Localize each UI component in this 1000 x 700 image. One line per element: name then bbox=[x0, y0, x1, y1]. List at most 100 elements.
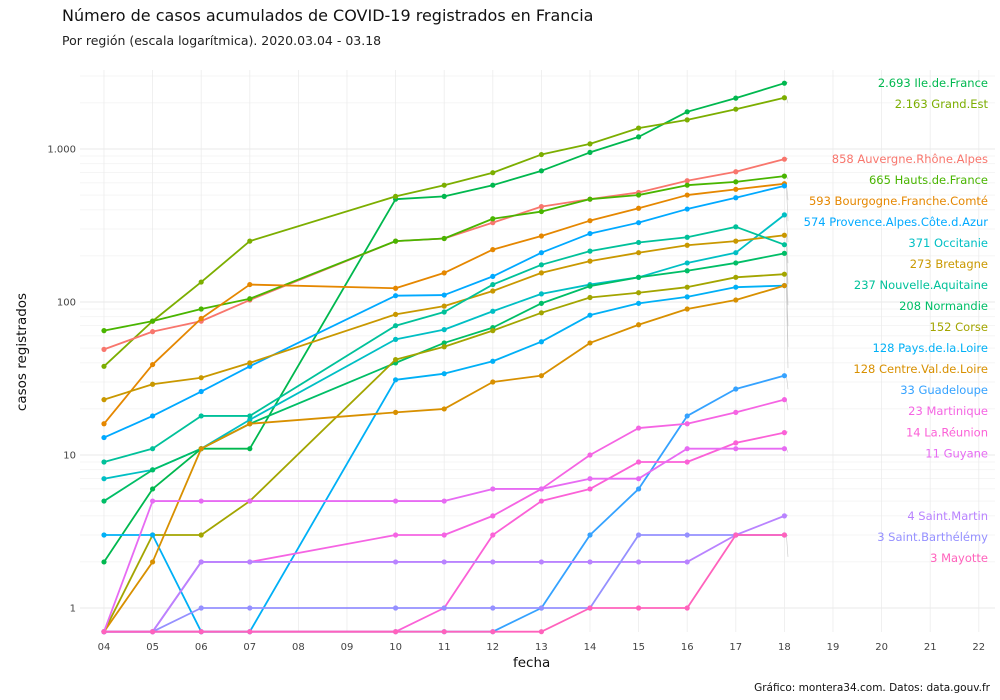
data-point bbox=[393, 357, 399, 363]
data-point bbox=[538, 486, 545, 492]
data-point bbox=[393, 293, 399, 299]
data-point bbox=[393, 559, 399, 565]
data-point bbox=[733, 186, 739, 192]
data-point bbox=[781, 232, 788, 238]
data-point bbox=[198, 498, 204, 504]
data-point bbox=[101, 559, 107, 565]
data-point bbox=[490, 629, 496, 635]
series-end-label: 3 Saint.Barthélémy bbox=[877, 530, 988, 544]
data-point bbox=[247, 498, 253, 504]
data-point bbox=[393, 323, 399, 329]
data-point bbox=[587, 218, 593, 224]
data-point bbox=[441, 327, 447, 333]
data-point bbox=[150, 361, 156, 368]
data-point bbox=[684, 117, 690, 123]
x-tick-label: 15 bbox=[632, 642, 645, 653]
data-point bbox=[538, 168, 545, 174]
label-leaders bbox=[786, 81, 789, 557]
series-end-label: 33 Guadeloupe bbox=[900, 383, 988, 397]
label-leader bbox=[786, 534, 789, 557]
data-point bbox=[733, 284, 739, 290]
data-point bbox=[490, 170, 496, 176]
data-point bbox=[684, 413, 690, 419]
data-point bbox=[490, 182, 496, 188]
data-point bbox=[490, 216, 496, 222]
data-point bbox=[247, 446, 253, 452]
data-point bbox=[733, 238, 739, 244]
data-point bbox=[733, 95, 739, 101]
data-point bbox=[198, 629, 204, 635]
series-end-label: 128 Centre.Val.de.Loire bbox=[853, 362, 988, 376]
data-point bbox=[150, 413, 156, 419]
data-point bbox=[198, 279, 204, 285]
data-point bbox=[636, 605, 642, 611]
series-end-label: 237 Nouvelle.Aquitaine bbox=[854, 278, 988, 292]
data-point bbox=[441, 340, 447, 346]
data-point bbox=[684, 532, 690, 538]
data-point bbox=[636, 205, 642, 211]
x-tick-label: 12 bbox=[486, 642, 499, 653]
data-point bbox=[781, 250, 788, 256]
data-point bbox=[538, 339, 545, 345]
axis-ticks: 1 10 100 1.000 04 05 06 07 08 09 10 11 12 13 14 15 16 17 1… bbox=[47, 145, 985, 654]
data-point bbox=[101, 397, 107, 403]
x-tick-label: 11 bbox=[438, 642, 451, 653]
data-point bbox=[684, 260, 690, 266]
data-point bbox=[636, 532, 642, 538]
x-tick-label: 06 bbox=[195, 642, 208, 653]
data-point bbox=[490, 379, 496, 385]
data-point bbox=[247, 360, 253, 366]
data-point bbox=[587, 559, 593, 565]
x-tick-label: 22 bbox=[972, 642, 985, 653]
data-point bbox=[684, 178, 690, 184]
x-tick-label: 07 bbox=[243, 642, 256, 653]
data-point bbox=[538, 204, 545, 210]
data-point bbox=[101, 363, 107, 369]
data-point bbox=[490, 273, 496, 280]
data-point bbox=[781, 282, 788, 289]
x-tick-label: 19 bbox=[827, 642, 840, 653]
data-point bbox=[441, 270, 447, 276]
data-point bbox=[684, 234, 690, 240]
x-tick-label: 08 bbox=[292, 642, 305, 653]
series-end-label: 4 Saint.Martin bbox=[907, 509, 988, 523]
data-point bbox=[636, 250, 642, 256]
data-point bbox=[781, 397, 788, 403]
series-end-label: 208 Normandie bbox=[899, 299, 988, 313]
label-leader bbox=[786, 253, 789, 306]
x-tick-label: 05 bbox=[146, 642, 159, 653]
data-point bbox=[636, 290, 642, 296]
data-point bbox=[150, 559, 156, 565]
x-tick-label: 13 bbox=[535, 642, 548, 653]
data-point bbox=[684, 306, 690, 312]
data-point bbox=[393, 409, 399, 415]
series-end-label: 152 Corse bbox=[930, 320, 988, 334]
data-point bbox=[587, 258, 593, 264]
data-point bbox=[490, 513, 496, 519]
data-point bbox=[101, 328, 107, 334]
y-axis-label: casos registrados bbox=[14, 292, 30, 412]
data-point bbox=[781, 156, 788, 162]
data-point bbox=[441, 605, 447, 611]
data-point bbox=[247, 421, 253, 427]
data-point bbox=[441, 406, 447, 412]
data-point bbox=[150, 329, 156, 335]
data-point bbox=[587, 294, 593, 301]
data-point bbox=[538, 151, 545, 158]
series-end-label: 2.693 Ile.de.France bbox=[878, 76, 988, 90]
data-point bbox=[101, 346, 107, 352]
label-leader bbox=[786, 399, 789, 411]
data-point bbox=[101, 459, 107, 465]
data-point bbox=[393, 605, 399, 611]
data-point bbox=[684, 182, 690, 188]
data-point bbox=[636, 486, 642, 492]
data-point bbox=[247, 413, 253, 419]
data-point bbox=[247, 605, 253, 611]
data-point bbox=[441, 559, 447, 565]
data-point bbox=[101, 498, 107, 504]
data-point bbox=[587, 452, 593, 458]
series-end-label: 23 Martinique bbox=[908, 404, 988, 418]
data-point bbox=[393, 285, 399, 291]
data-point bbox=[393, 193, 399, 199]
